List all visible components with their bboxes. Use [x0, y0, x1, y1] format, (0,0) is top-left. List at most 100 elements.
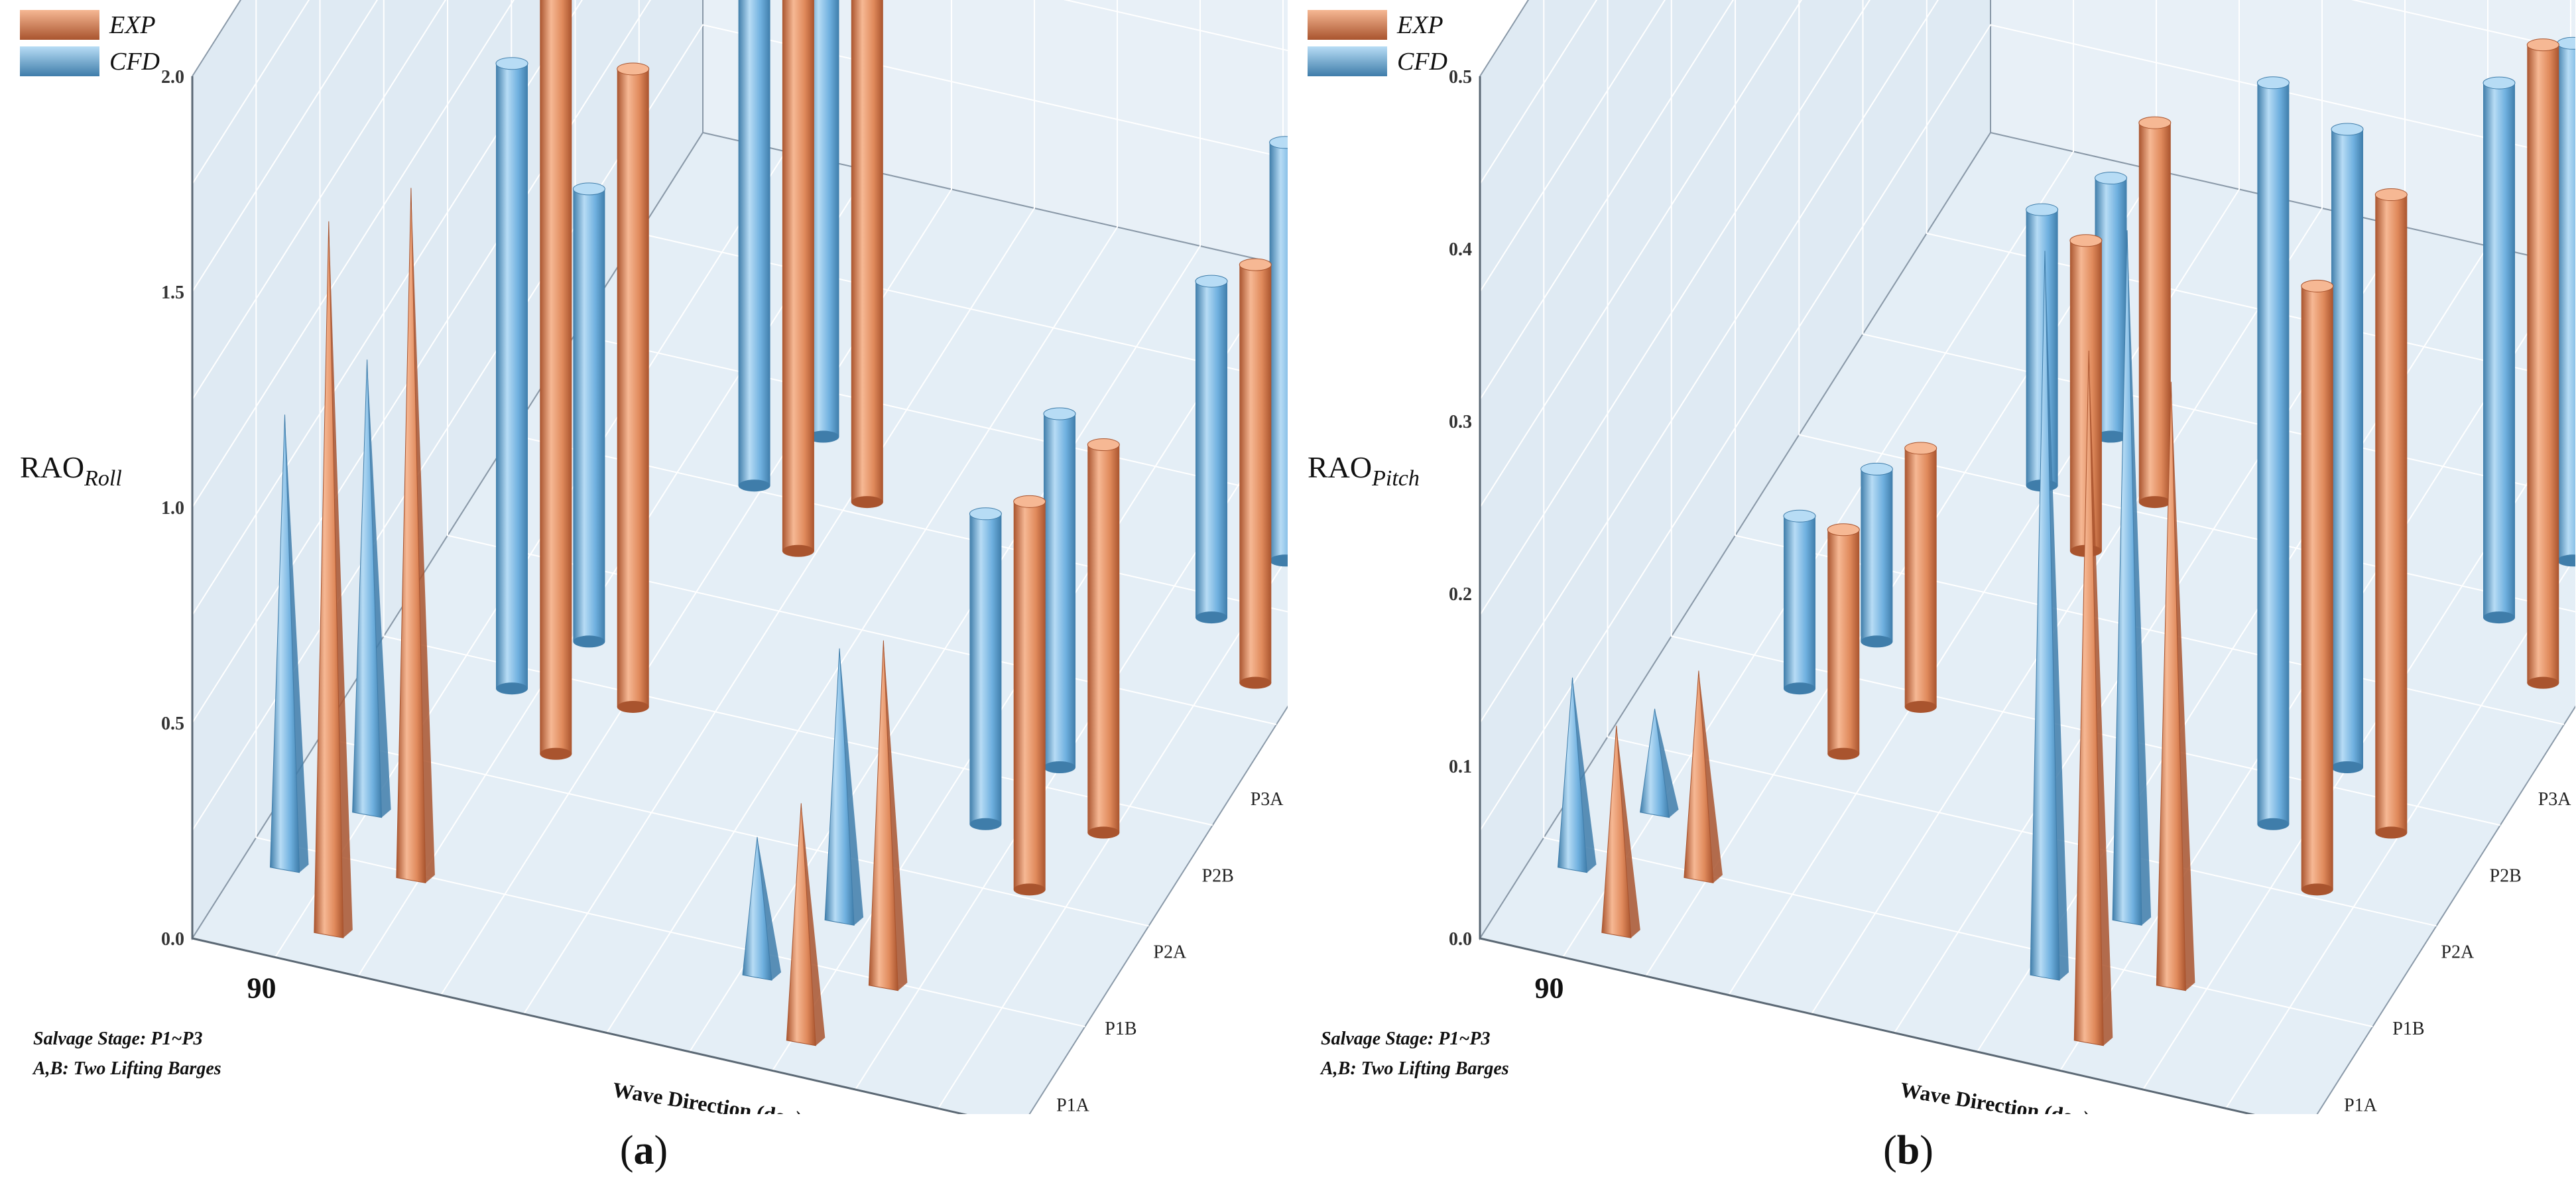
panel-a: 0.00.51.01.52.0P1AP1BP2AP2BP3AP3B90180Wa…: [20, 0, 1288, 1173]
cfd-cone-90: [269, 414, 309, 873]
cfd-cone-180: [824, 648, 864, 926]
cfd-cone-shade: [284, 414, 309, 873]
y-tick-label: 0.3: [1449, 412, 1472, 432]
cfd-cylinder-base: [1044, 761, 1075, 773]
cfd-cylinder-base: [969, 818, 1002, 830]
cfd-cylinder-base: [1784, 682, 1815, 695]
exp-cylinder-bar: [2375, 194, 2408, 833]
depth-category-label: P3A: [2538, 789, 2572, 810]
y-tick-label: 0.1: [1449, 757, 1472, 777]
exp-cone-180: [786, 803, 826, 1046]
exp-cylinder-bar: [540, 0, 572, 754]
exp-cone-shade: [2171, 381, 2195, 991]
exp-cylinder-180: [2301, 279, 2334, 896]
legend-label-cfd: CFD: [109, 48, 160, 76]
gridline-horizontal: [192, 0, 1288, 723]
chart-pitch: 0.00.10.20.30.40.5P1AP1BP2AP2BP3AP3B9018…: [1308, 0, 2575, 1114]
cfd-cylinder-bar: [1196, 281, 1227, 618]
cfd-cylinder-top: [2095, 172, 2127, 185]
cfd-cone-180: [742, 837, 781, 981]
cfd-cylinder-top: [969, 507, 1002, 521]
exp-cylinder-180: [2374, 188, 2408, 839]
cfd-cone-180: [2030, 251, 2069, 981]
gridline-wave: [440, 0, 952, 996]
exp-cone-shade: [883, 640, 908, 991]
panel-b: 0.00.10.20.30.40.5P1AP1BP2AP2BP3AP3B9018…: [1288, 0, 2575, 1193]
exp-cylinder-bar: [782, 0, 814, 551]
cfd-cylinder-90: [495, 57, 528, 695]
cfd-cone-bar: [824, 648, 855, 926]
cfd-cylinder-base: [2095, 430, 2127, 443]
panel-label-b: (b): [1883, 1128, 1933, 1173]
legend-label-cfd: CFD: [1397, 48, 1447, 76]
cfd-cylinder-top: [1043, 407, 1076, 420]
exp-cone-shade: [1698, 670, 1723, 883]
gridline-wave: [606, 0, 1118, 1034]
cfd-cone-shade: [367, 359, 391, 818]
cfd-cylinder-base: [2557, 554, 2575, 567]
exp-cylinder-base: [851, 496, 883, 509]
exp-cone-90: [314, 221, 353, 938]
y-tick-label: 0.4: [1449, 239, 1472, 260]
cfd-cylinder-base: [1269, 554, 1288, 567]
exp-cylinder-top: [1013, 495, 1046, 508]
exp-cone-bar: [2073, 350, 2104, 1046]
y-axis-label: RAORoll: [20, 450, 122, 491]
cfd-cone-shade: [1654, 708, 1679, 818]
exp-cylinder-90: [782, 0, 814, 557]
cfd-cylinder-180: [2331, 123, 2364, 773]
depth-category-label: P2A: [2441, 942, 2475, 963]
exp-cylinder-90: [617, 62, 650, 713]
legend-swatch-exp: [1308, 10, 1387, 40]
cfd-cylinder-180: [2557, 36, 2575, 567]
exp-cylinder-base: [1827, 747, 1860, 760]
legend-swatch-cfd: [20, 46, 99, 76]
cfd-cylinder-bar: [1269, 142, 1288, 561]
gridline-horizontal: [192, 0, 515, 508]
cfd-cone-shade: [839, 648, 864, 926]
legend-label-exp: EXP: [1396, 11, 1443, 39]
gridline-wave: [2225, 556, 2575, 1109]
cfd-cylinder-bar: [1784, 516, 1815, 689]
depth-category-label: P1B: [1105, 1019, 1136, 1039]
cfd-cylinder-90: [2026, 203, 2059, 492]
exp-cylinder-bar: [2301, 286, 2333, 890]
exp-cylinder-90: [1827, 523, 1860, 760]
exp-cylinder-90: [2069, 234, 2103, 557]
bars: [1557, 36, 2575, 1046]
legend-swatch-cfd: [1308, 46, 1387, 76]
panel-label-a: (a): [619, 1128, 668, 1173]
y-axis-label: RAOPitch: [1308, 450, 1420, 491]
y-axis-label-main: RAO: [20, 450, 84, 484]
exp-cone-90: [1601, 725, 1640, 938]
x-category-label: 90: [1535, 972, 1564, 1004]
exp-cylinder-base: [2527, 676, 2559, 689]
cfd-cylinder-top: [2026, 203, 2059, 216]
exp-cone-shade: [801, 803, 826, 1046]
cfd-cylinder-top: [572, 182, 605, 196]
depth-category-label: P1A: [1056, 1096, 1090, 1114]
x-axis-label: Wave Direction (deg): [611, 1078, 804, 1114]
cfd-cylinder-top: [1860, 462, 1893, 475]
exp-cone-bar: [1684, 670, 1714, 884]
gridline-depth: [383, 0, 1213, 826]
axis-edge: [191, 76, 968, 1114]
cfd-cylinder-bar: [573, 188, 605, 642]
gridline-wave: [1562, 0, 2074, 958]
depth-category-label: P2A: [1153, 942, 1187, 963]
cfd-cylinder-bar: [738, 0, 770, 486]
cfd-cylinder-top: [1195, 275, 1228, 288]
cfd-cylinder-base: [2331, 761, 2363, 773]
exp-cone-180: [2073, 350, 2113, 1046]
cfd-cylinder-180: [1269, 136, 1288, 567]
cfd-cylinder-bar: [496, 63, 528, 689]
exp-cone-shade: [328, 221, 353, 938]
cfd-cylinder-90: [738, 0, 770, 492]
y-tick-label: 0.5: [1449, 67, 1472, 88]
cfd-cylinder-top: [2256, 76, 2290, 90]
exp-cylinder-base: [2301, 883, 2333, 896]
exp-cylinder-top: [2374, 188, 2408, 202]
exp-cylinder-bar: [2527, 44, 2559, 683]
cfd-cone-shade: [757, 837, 781, 981]
gridline-horizontal: [1479, 0, 1871, 616]
